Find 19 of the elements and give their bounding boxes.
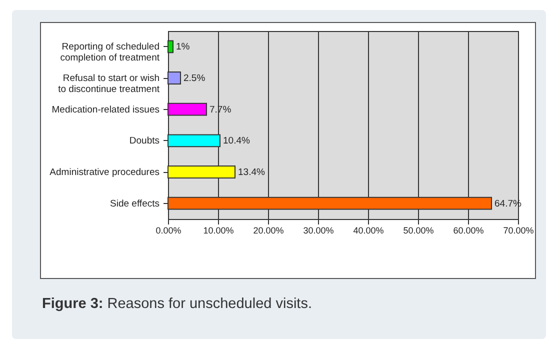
data-label: 10.4% [223,136,250,147]
x-tick-label: 60.00% [453,226,484,236]
x-tick-label: 30.00% [303,226,334,236]
y-tick-label: Side effects [110,198,160,210]
y-tick-label: Refusal to start or wish to discontinue treatment [58,73,160,95]
y-tick-label: Medication-related issues [52,104,160,116]
x-tick-label: 50.00% [403,226,434,236]
y-tick-label: Administrative procedures [50,167,160,178]
caption: Figure 3: Reasons for unscheduled visits. [42,296,312,312]
data-label: 2.5% [184,73,206,84]
x-tick-label: 10.00% [203,226,234,236]
data-label: 1% [176,42,190,53]
x-tick-label: 20.00% [253,226,284,236]
x-tick-label: 0.00% [156,226,182,236]
data-label: 13.4% [238,167,266,178]
y-tick-label: Doubts [129,136,160,147]
x-tick-label: 40.00% [353,226,384,236]
x-tick-label: 70.00% [503,226,534,236]
y-tick-label: Reporting of scheduled completion of treatment [60,42,160,64]
